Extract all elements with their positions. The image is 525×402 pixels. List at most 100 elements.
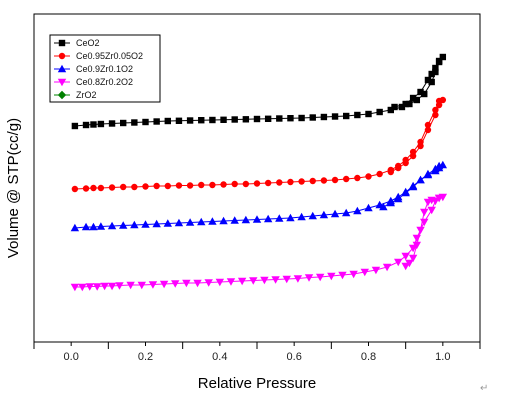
data-point [142,118,149,126]
data-point [309,114,316,121]
data-point [264,115,272,122]
x-axis-label: Relative Pressure [198,375,316,392]
legend-label: ZrO2 [76,90,97,100]
legend-label: Ce0.95Zr0.05O2 [76,51,143,61]
legend-marker [58,39,66,47]
data-point [197,217,206,226]
data-point [70,283,80,292]
data-point [371,266,381,275]
data-point [434,194,444,203]
return-mark-icon: ↵ [480,383,489,394]
data-point [107,221,117,230]
data-point [402,100,409,108]
series-line [74,164,444,229]
data-point [231,116,238,123]
data-point [249,277,258,285]
data-point [416,175,425,184]
data-point [131,183,138,191]
data-point [126,281,135,290]
data-point [271,276,280,284]
data-point [376,108,383,116]
x-tick-label: 0.4 [212,351,227,363]
data-point [293,275,303,283]
data-point [115,282,124,290]
series-3 [70,193,448,292]
data-point [342,208,351,217]
data-point [152,219,161,228]
data-point [424,121,432,129]
data-point [315,273,325,282]
data-point [401,188,410,197]
data-point [82,185,90,192]
x-tick-label: 0.0 [64,351,79,363]
data-point [401,252,410,261]
data-point [423,198,433,207]
series-0 [71,53,447,130]
data-point [287,178,294,186]
data-point [120,119,127,127]
data-point [427,206,436,215]
data-point [427,196,436,205]
x-tick-label: 1.0 [435,351,450,363]
data-point [226,278,236,286]
data-point [107,282,117,291]
data-point [97,184,105,192]
data-point [343,175,350,183]
data-point [185,218,195,226]
data-point [297,212,306,221]
data-point [237,277,247,286]
data-point [364,203,373,212]
data-point [253,115,261,123]
data-point [174,218,184,227]
data-point [186,182,194,189]
data-point [82,121,90,129]
data-point [416,226,425,235]
data-point [276,115,283,122]
data-point [204,279,213,287]
x-tick-label: 0.8 [361,351,376,363]
data-point [330,209,340,218]
data-point [412,234,422,243]
data-point [220,116,227,123]
data-point [349,270,358,279]
data-point [432,111,439,119]
x-tick-label: 0.2 [138,351,153,363]
data-point [209,181,216,189]
legend: CeO2 Ce0.95Zr0.05O2 Ce0.9Zr0.1O2 Ce0.8Zr0.2… [49,34,161,103]
data-point [282,275,291,284]
data-point [435,101,443,109]
data-point [130,220,139,229]
data-point [365,173,372,180]
data-point [331,113,339,120]
data-point [409,94,417,102]
data-point [131,119,138,126]
data-point [242,180,250,188]
data-point [376,170,383,178]
data-point [175,182,183,189]
data-point [354,111,361,119]
data-point [432,64,439,72]
legend-label: CeO2 [76,38,100,48]
data-point [78,283,87,292]
data-point [209,116,216,124]
data-point [379,202,388,211]
y-axis-label: Volume @ STP(cc/g) [5,118,22,258]
data-point [298,114,305,122]
data-point [220,181,227,188]
data-point [142,183,149,190]
data-point [219,216,228,225]
data-point [432,106,439,114]
legend-marker [57,64,67,73]
data-point [327,272,336,281]
data-point [395,164,402,172]
data-point [70,223,80,232]
legend-marker [58,52,66,60]
data-point [120,183,127,191]
data-point [331,176,339,184]
data-point [319,210,329,219]
legend-marker [57,78,67,87]
data-point [438,160,448,169]
data-point [308,211,317,220]
data-point [108,184,116,191]
data-point [96,222,106,230]
